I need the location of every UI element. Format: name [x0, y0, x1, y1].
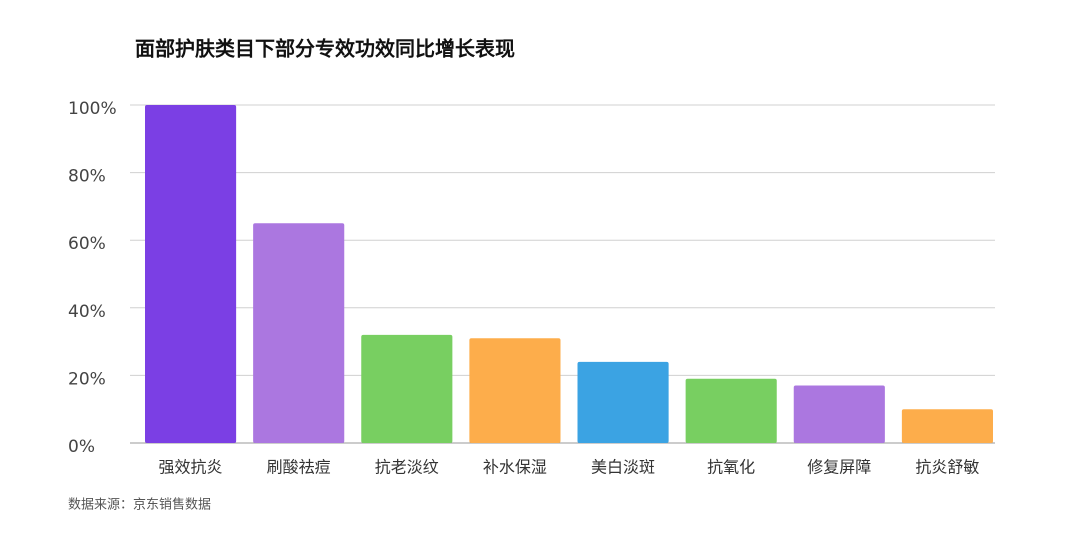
bar: [685, 378, 777, 443]
x-tick-label: 修复屏障: [807, 458, 871, 477]
x-tick-label: 抗炎舒敏: [915, 458, 979, 477]
x-tick-label: 美白淡斑: [591, 458, 655, 477]
bar: [469, 338, 561, 443]
chart-title: 面部护肤类目下部分专效功效同比增长表现: [135, 37, 515, 61]
y-tick-label: 100%: [68, 99, 117, 119]
bar: [253, 223, 345, 443]
y-tick-label: 20%: [68, 369, 106, 389]
x-tick-label: 强效抗炎: [159, 458, 223, 477]
x-tick-label: 刷酸祛痘: [267, 458, 331, 477]
y-tick-label: 0%: [68, 437, 95, 457]
bar: [361, 334, 453, 443]
y-tick-label: 40%: [68, 302, 106, 322]
y-tick-label: 80%: [68, 167, 106, 187]
bar: [793, 385, 885, 443]
y-tick-label: 60%: [68, 234, 106, 254]
bar: [145, 105, 237, 443]
x-tick-label: 抗氧化: [707, 458, 755, 477]
x-tick-label: 补水保湿: [483, 458, 547, 477]
source-note: 数据来源：京东销售数据: [68, 497, 211, 513]
bar: [901, 409, 993, 443]
bar: [577, 361, 669, 443]
x-tick-label: 抗老淡纹: [375, 458, 439, 477]
